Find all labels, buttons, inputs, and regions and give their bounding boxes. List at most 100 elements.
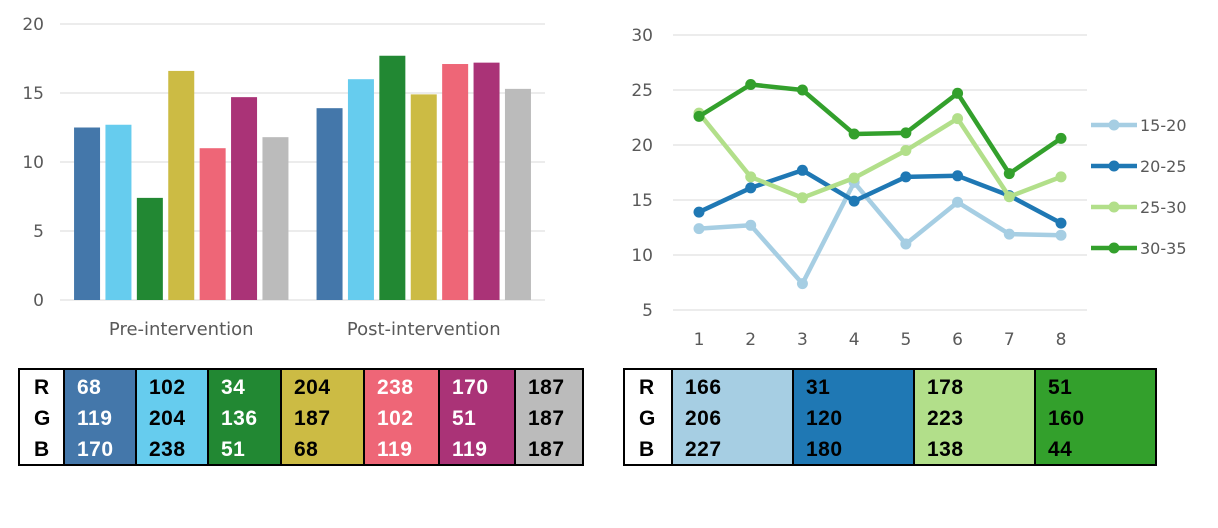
- rgb-value: 138: [927, 438, 964, 461]
- legend-marker: [1108, 201, 1120, 213]
- legend-label: 15-20: [1140, 116, 1187, 135]
- rgb-value: 187: [528, 438, 565, 461]
- y-tick-label: 10: [22, 153, 44, 173]
- bar: [347, 79, 374, 300]
- data-point: [952, 113, 964, 125]
- y-tick-label: 5: [642, 301, 653, 321]
- rgb-value: 187: [528, 376, 565, 399]
- series-line: [697, 82, 1063, 176]
- y-tick-label: 25: [631, 81, 653, 101]
- data-point: [1003, 191, 1015, 203]
- rgb-value: 160: [1048, 407, 1085, 430]
- rgb-value: 204: [149, 407, 186, 430]
- data-point: [848, 128, 860, 140]
- data-point: [1003, 168, 1015, 180]
- bar: [136, 197, 163, 300]
- bar: [262, 137, 289, 300]
- data-point: [900, 127, 912, 139]
- x-tick-label: 6: [952, 330, 963, 350]
- rgb-swatch-cell: 51 160 44: [1034, 368, 1157, 466]
- data-point: [1055, 217, 1067, 229]
- rgb-value: 223: [927, 407, 964, 430]
- legend-marker: [1108, 119, 1120, 131]
- row-label-g: G: [639, 407, 656, 430]
- rgb-swatch-cell: 68 119 170: [63, 368, 137, 466]
- row-label-b: B: [34, 438, 50, 461]
- rgb-value: 136: [221, 407, 258, 430]
- row-label-r: R: [34, 376, 50, 399]
- rgb-value: 204: [294, 376, 331, 399]
- rgb-value: 34: [221, 376, 246, 399]
- rgb-value: 102: [149, 376, 186, 399]
- rgb-value: 44: [1048, 438, 1073, 461]
- bar: [504, 88, 531, 300]
- data-point: [1003, 228, 1015, 240]
- data-point: [952, 196, 964, 208]
- rgb-swatch-cell: 166 206 227: [671, 368, 794, 466]
- rgb-swatch-cell: 204 187 68: [280, 368, 365, 466]
- rgb-row-labels: R G B: [18, 368, 65, 466]
- y-tick-label: 0: [33, 291, 44, 311]
- y-tick-label: 15: [631, 191, 653, 211]
- bar: [105, 124, 132, 301]
- data-point: [952, 170, 964, 182]
- y-tick-label: 15: [22, 84, 44, 104]
- rgb-value: 238: [377, 376, 414, 399]
- legend-marker: [1108, 242, 1120, 254]
- data-point: [693, 223, 705, 235]
- data-point: [1055, 229, 1067, 241]
- legend-label: 25-30: [1140, 198, 1187, 217]
- rgb-value: 187: [294, 407, 331, 430]
- data-point: [745, 182, 757, 194]
- rgb-row-labels: R G B: [623, 368, 673, 466]
- rgb-value: 119: [452, 438, 488, 461]
- rgb-swatch-cell: 31 120 180: [792, 368, 915, 466]
- bar-chart: 0 5 10 15 20 Pre-intervention Post-interventio…: [22, 15, 545, 340]
- x-tick-label: 8: [1056, 330, 1067, 350]
- rgb-value: 68: [77, 376, 102, 399]
- series-line: [698, 168, 1063, 226]
- rgb-swatch-cell: 102 204 238: [135, 368, 209, 466]
- x-category-label: Pre-intervention: [109, 319, 254, 340]
- bar: [410, 94, 437, 300]
- data-point: [900, 238, 912, 250]
- x-tick-label: 2: [745, 330, 756, 350]
- data-point: [900, 145, 912, 156]
- data-point: [952, 87, 964, 99]
- data-point: [796, 164, 808, 176]
- data-point: [796, 84, 808, 96]
- rgb-value: 180: [806, 438, 843, 461]
- rgb-swatch-cell: 187 187 187: [514, 368, 584, 466]
- rgb-value: 119: [377, 438, 413, 461]
- line-chart: 5 10 15 20 25 30 1 2 3 4 5 6 7 8 15-20 20-25 25-30 30-35: [631, 26, 1186, 350]
- y-tick-label: 10: [631, 246, 653, 266]
- rgb-value: 68: [294, 438, 319, 461]
- y-tick-label: 20: [22, 15, 44, 35]
- data-point: [693, 110, 705, 122]
- rgb-value: 51: [452, 407, 477, 430]
- x-tick-label: 3: [797, 330, 808, 350]
- row-label-r: R: [639, 376, 655, 399]
- rgb-value: 170: [77, 438, 114, 461]
- rgb-swatch-cell: 170 51 119: [438, 368, 516, 466]
- rgb-swatch-cell: 34 136 51: [207, 368, 282, 466]
- legend-label: 20-25: [1140, 157, 1187, 176]
- bar: [379, 55, 406, 300]
- data-point: [900, 171, 912, 183]
- data-point: [745, 79, 757, 90]
- rgb-value: 178: [927, 376, 964, 399]
- bar: [316, 108, 343, 301]
- bar: [199, 148, 226, 300]
- rgb-table-left: R G B 68 119 170 102 204 238 34 136 51 204 187 68 23…: [18, 368, 584, 466]
- x-tick-label: 1: [694, 330, 705, 350]
- rgb-value: 206: [685, 407, 722, 430]
- rgb-value: 51: [221, 438, 246, 461]
- data-point: [796, 278, 808, 290]
- data-point: [796, 192, 808, 204]
- series-line: [698, 180, 1062, 286]
- rgb-value: 51: [1048, 376, 1073, 399]
- x-tick-label: 4: [849, 330, 860, 350]
- series-line: [697, 111, 1062, 201]
- bar: [473, 62, 500, 300]
- y-tick-label: 30: [631, 26, 653, 46]
